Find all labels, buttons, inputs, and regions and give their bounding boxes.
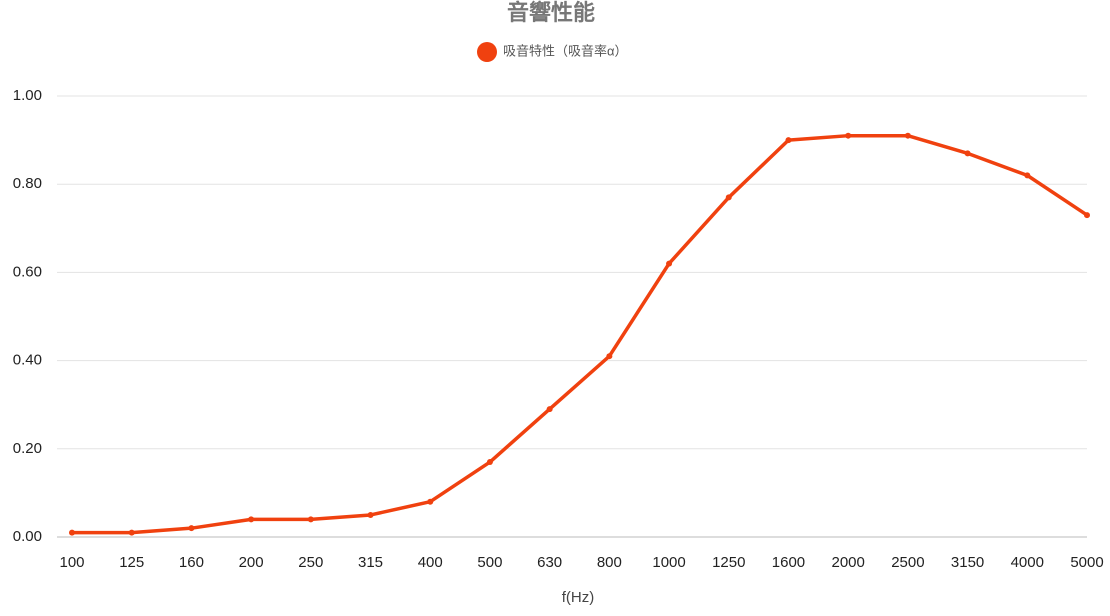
data-point [427,498,434,505]
data-point [248,516,255,523]
data-point [1084,212,1090,219]
data-point [964,150,971,157]
x-tick-label: 125 [119,554,144,571]
data-point [666,260,673,267]
x-tick-label: 500 [477,554,502,571]
data-point [188,525,195,532]
x-tick-label: 630 [537,554,562,571]
x-tick-label: 400 [418,554,443,571]
series-line [72,133,1088,535]
x-axis-label: f(Hz) [562,589,595,606]
data-point [1024,172,1031,179]
data-point [606,353,613,360]
x-tick-label: 3150 [951,554,984,571]
data-point [845,132,852,139]
y-tick-label: 0.40 [13,352,42,369]
chart-title: 音響性能 [507,0,595,25]
data-point [69,529,75,536]
data-point [725,194,732,201]
y-tick-label: 0.60 [13,263,42,280]
x-tick-label: 5000 [1070,554,1103,571]
x-tick-label: 315 [358,554,383,571]
x-tick-label: 800 [597,554,622,571]
y-tick-label: 0.80 [13,175,42,192]
x-tick-label: 2500 [891,554,924,571]
legend-label: 吸音特性（吸音率α） [503,43,628,58]
x-tick-label: 1000 [652,554,685,571]
x-tick-label: 1250 [712,554,745,571]
data-point [128,529,135,536]
data-point [307,516,314,523]
y-tick-label: 0.00 [13,528,42,545]
legend-marker [477,42,497,62]
data-point [904,132,911,139]
data-point [486,459,493,466]
x-tick-label: 1600 [772,554,805,571]
x-tick-label: 100 [59,554,84,571]
y-tick-label: 0.20 [13,440,42,457]
x-tick-label: 4000 [1011,554,1044,571]
data-point [785,137,792,144]
x-tick-label: 250 [298,554,323,571]
x-tick-label: 2000 [831,554,864,571]
x-tick-label: 200 [239,554,264,571]
x-tick-label: 160 [179,554,204,571]
y-tick-label: 1.00 [13,87,42,104]
data-point [546,406,553,413]
data-point [367,511,374,518]
